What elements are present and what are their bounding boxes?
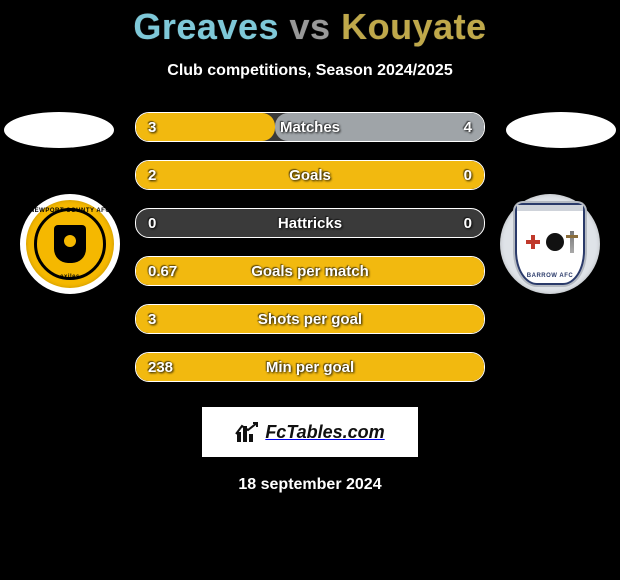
title-player1: Greaves [133, 6, 279, 47]
crest-left-bottom-text: exiles [60, 274, 80, 280]
crest-left-top-text: NEWPORT COUNTY AFC [30, 208, 110, 214]
sword-icon [570, 231, 574, 253]
stat-label: Hattricks [136, 215, 484, 232]
crest-left-shield [54, 225, 86, 263]
stat-row: 0.67Goals per match [135, 256, 485, 286]
subtitle: Club competitions, Season 2024/2025 [0, 62, 620, 80]
stat-row: 238Min per goal [135, 352, 485, 382]
title-area: Greaves vs Kouyate Club competitions, Se… [0, 0, 620, 80]
stat-fill-left [136, 353, 484, 381]
crest-right-emblems [522, 211, 578, 273]
stat-fill-left [136, 113, 275, 141]
stat-row: 3Shots per goal [135, 304, 485, 334]
stat-fill-left [136, 257, 484, 285]
stat-value-left: 0 [148, 215, 156, 232]
crest-right-text: BARROW AFC [527, 273, 573, 283]
stat-row: 34Matches [135, 112, 485, 142]
crest-left-inner [34, 208, 106, 280]
title-player2: Kouyate [341, 6, 487, 47]
stat-fill-right [275, 113, 484, 141]
footer-date: 18 september 2024 [0, 476, 620, 494]
comparison-body: NEWPORT COUNTY AFC exiles BARROW AFC 34M… [0, 112, 620, 494]
comparison-infographic: Greaves vs Kouyate Club competitions, Se… [0, 0, 620, 580]
attribution-logo-icon [235, 420, 259, 444]
attribution-text: FcTables.com [265, 422, 384, 443]
club-crest-left: NEWPORT COUNTY AFC exiles [20, 194, 120, 294]
trend-line-icon [235, 422, 259, 436]
crest-right-shield: BARROW AFC [515, 203, 585, 285]
attribution-link[interactable]: FcTables.com [201, 406, 419, 458]
player1-photo-placeholder [4, 112, 114, 148]
stat-fill-left [136, 305, 484, 333]
stat-fill-left [136, 161, 484, 189]
football-icon [546, 233, 564, 251]
player2-photo-placeholder [506, 112, 616, 148]
red-cross-icon [526, 235, 540, 249]
stat-value-right: 0 [464, 215, 472, 232]
stat-row: 0 0Hattricks [135, 208, 485, 238]
main-title: Greaves vs Kouyate [0, 2, 620, 48]
stat-row: 20Goals [135, 160, 485, 190]
stat-bars: 34Matches 20Goals 0 0Hattricks 0.67Goals per… [135, 112, 485, 382]
title-vs: vs [290, 6, 331, 47]
club-crest-right: BARROW AFC [500, 194, 600, 294]
